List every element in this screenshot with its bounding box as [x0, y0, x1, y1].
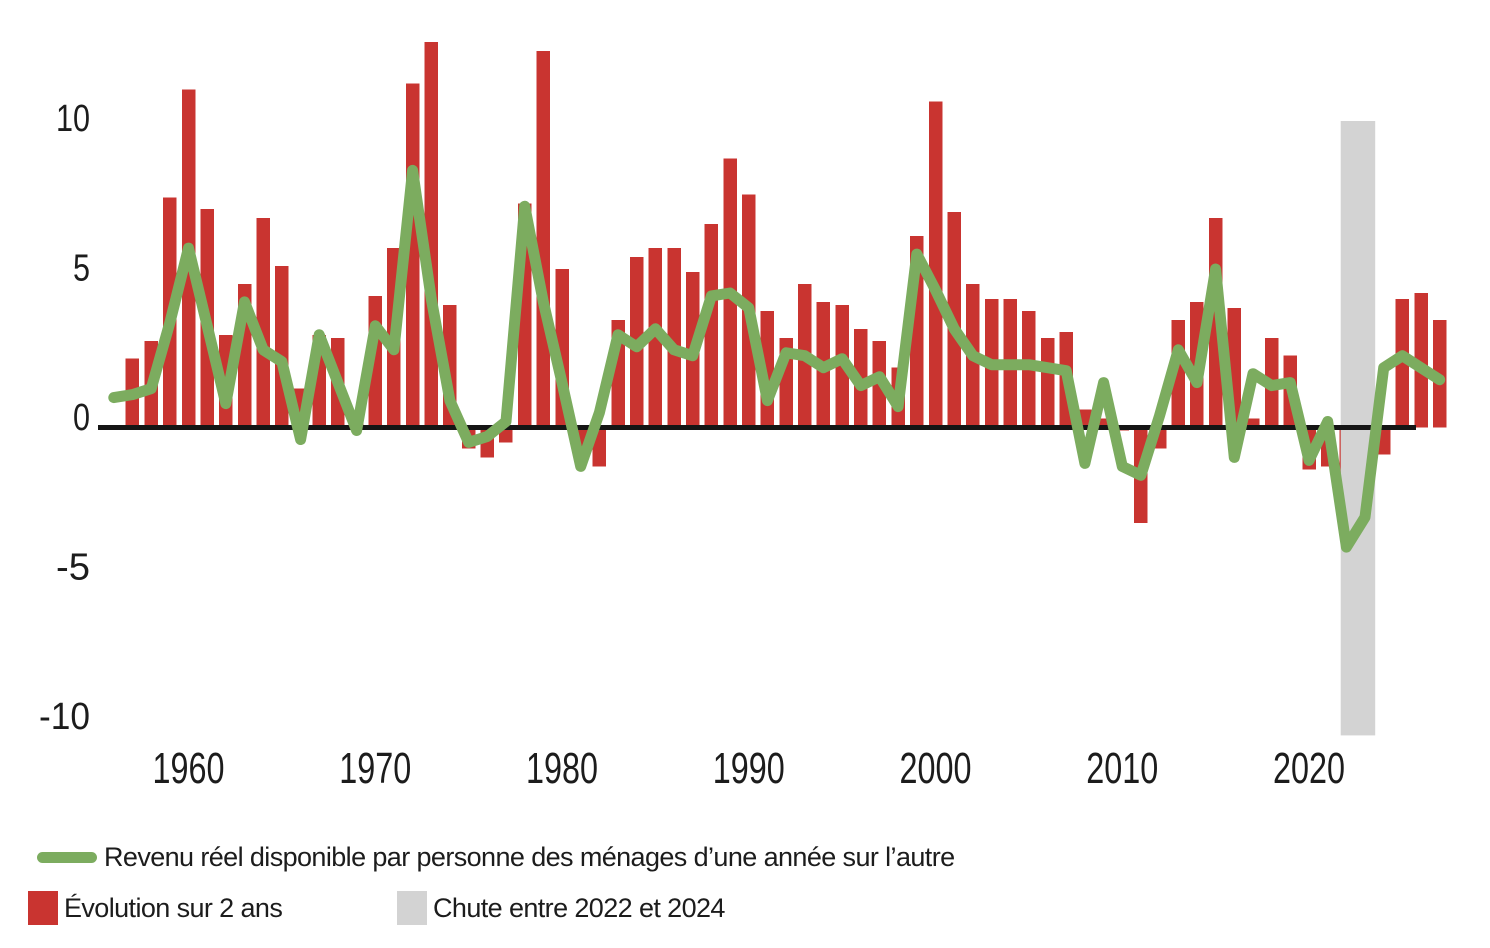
x-tick-1960: 1960	[153, 744, 225, 793]
band-swatch	[397, 891, 427, 925]
bar-1985	[648, 248, 663, 428]
legend-item-line: Revenu réel disponible par personne des …	[37, 842, 955, 873]
y-tick-10: 10	[56, 98, 90, 140]
y-tick-5: 5	[73, 248, 90, 290]
legend-bar-label: Évolution sur 2 ans	[64, 892, 283, 923]
x-tick-2020: 2020	[1273, 744, 1345, 793]
bar-1988	[704, 224, 719, 428]
x-tick-1990: 1990	[713, 744, 785, 793]
x-tick-1970: 1970	[339, 744, 411, 793]
bar-2026	[1414, 293, 1428, 428]
x-tick-2010: 2010	[1086, 744, 1158, 793]
legend-item-band: Chute entre 2022 et 2024	[397, 891, 725, 925]
line-series-swatch	[37, 852, 97, 863]
legend-item-bars: Évolution sur 2 ans	[28, 891, 283, 925]
legend-band-label: Chute entre 2022 et 2024	[433, 892, 725, 923]
bar-1964	[256, 218, 270, 428]
income-chart-region: 10 5 0 -5 -10 1960 1970 1980 1990 2000 2010 2020	[39, 41, 1447, 793]
y-tick--5: -5	[56, 547, 90, 589]
y-tick-0: 0	[73, 397, 90, 439]
x-axis-line	[98, 425, 1416, 430]
bar-1979	[536, 50, 551, 428]
y-tick--10: -10	[39, 696, 90, 738]
bar-series-swatch	[28, 891, 58, 925]
bar-2009	[1096, 418, 1111, 428]
x-tick-1980: 1980	[526, 744, 598, 793]
income-chart: 10 5 0 -5 -10 1960 1970 1980 1990 2000 2010 2020	[39, 41, 1447, 793]
bar-2025	[1395, 298, 1410, 428]
bar-2006	[1040, 337, 1055, 428]
bar-1986	[667, 248, 681, 428]
income-line	[108, 164, 1446, 553]
bar-2000	[928, 101, 943, 428]
legend-line-label: Revenu réel disponible par personne des …	[104, 842, 955, 872]
bar-2017	[1246, 418, 1260, 428]
x-tick-2000: 2000	[900, 744, 972, 793]
